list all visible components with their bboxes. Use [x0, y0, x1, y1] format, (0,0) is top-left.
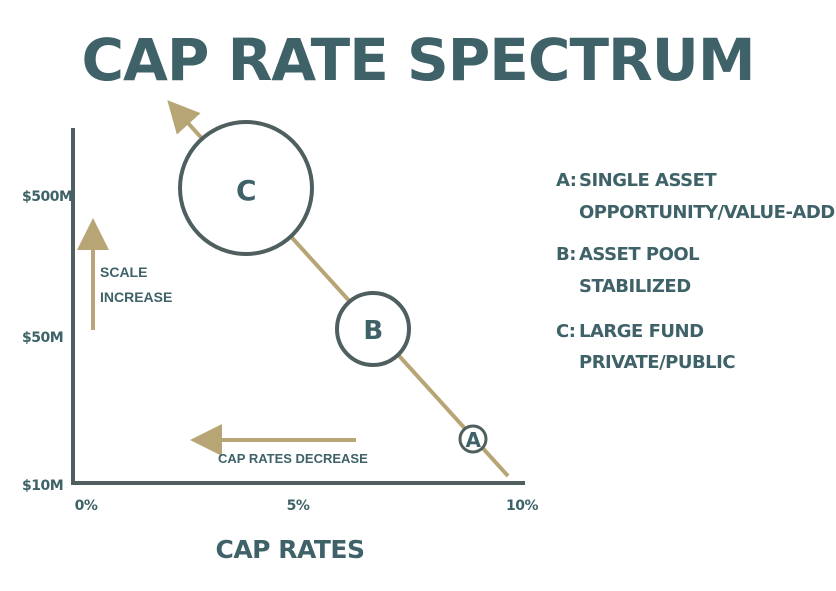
legend-key-a: A: — [556, 170, 576, 191]
legend: A: SINGLE ASSET OPPORTUNITY/VALUE-ADD B:… — [556, 170, 835, 373]
scale-increase-line1: SCALE — [100, 264, 147, 280]
x-tick-5: 5% — [287, 498, 310, 514]
x-tick-0: 0% — [75, 498, 98, 514]
legend-item-c: C: LARGE FUND PRIVATE/PUBLIC — [556, 321, 736, 373]
bubble-c: C — [178, 120, 314, 256]
legend-key-c: C: — [556, 321, 575, 342]
x-tick-10: 10% — [506, 498, 538, 514]
page-title: CAP RATE SPECTRUM — [81, 26, 754, 94]
x-axis-label: CAP RATES — [215, 535, 364, 564]
bubble-a: A — [458, 424, 488, 454]
legend-b-line1: ASSET POOL — [579, 244, 699, 265]
bubble-b: B — [335, 291, 411, 367]
bubble-c-label: C — [236, 174, 256, 207]
bubble-b-label: B — [363, 316, 382, 346]
legend-c-line1: LARGE FUND — [579, 321, 704, 342]
y-tick-10m: $10M — [22, 478, 63, 494]
legend-item-b: B: ASSET POOL STABILIZED — [556, 244, 700, 297]
legend-a-line2: OPPORTUNITY/VALUE-ADD — [579, 202, 835, 223]
legend-b-line2: STABILIZED — [579, 276, 691, 297]
scale-increase-line2: INCREASE — [100, 289, 172, 305]
legend-c-line2: PRIVATE/PUBLIC — [579, 352, 735, 373]
legend-key-b: B: — [556, 244, 576, 265]
legend-item-a: A: SINGLE ASSET OPPORTUNITY/VALUE-ADD — [556, 170, 835, 223]
axes — [71, 128, 525, 485]
legend-a-line1: SINGLE ASSET — [579, 170, 717, 191]
cap-rates-decrease-label: CAP RATES DECREASE — [218, 451, 368, 466]
y-tick-50m: $50M — [22, 330, 63, 346]
y-tick-500m: $500M — [22, 189, 72, 205]
bubble-a-label: A — [466, 428, 482, 452]
